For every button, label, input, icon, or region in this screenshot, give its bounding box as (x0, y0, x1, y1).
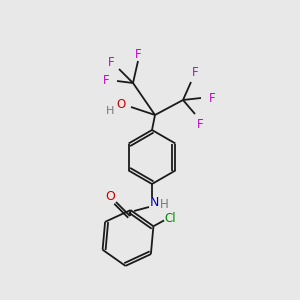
Text: N: N (149, 196, 159, 208)
Text: F: F (192, 65, 198, 79)
Text: Cl: Cl (164, 212, 176, 225)
Text: O: O (116, 98, 126, 110)
Text: H: H (106, 106, 114, 116)
Text: F: F (103, 74, 109, 88)
Text: O: O (105, 190, 115, 203)
Text: F: F (135, 47, 141, 61)
Text: F: F (108, 56, 114, 70)
Text: F: F (197, 118, 203, 130)
Text: H: H (160, 197, 168, 211)
Text: F: F (209, 92, 215, 104)
